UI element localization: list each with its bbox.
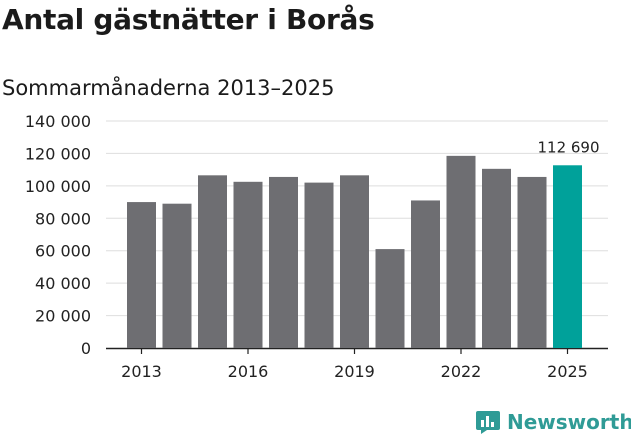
- bars: [127, 155, 582, 348]
- x-tick-label: 2019: [334, 362, 375, 381]
- chart-subtitle: Sommarmånaderna 2013–2025: [2, 76, 335, 100]
- bar-2019: [340, 175, 369, 348]
- bar-2015: [198, 175, 227, 348]
- y-tick-label: 40 000: [35, 274, 91, 293]
- bar-2013: [127, 202, 156, 348]
- y-tick-label: 0: [81, 339, 91, 358]
- x-tick-label: 2016: [228, 362, 269, 381]
- bar-2024: [517, 176, 547, 348]
- y-tick-label: 80 000: [35, 209, 91, 228]
- bar-2022: [446, 155, 476, 348]
- bar-2025: [553, 165, 582, 348]
- bar-2017: [269, 176, 298, 348]
- y-tick-label: 20 000: [35, 307, 91, 326]
- bar-2014: [162, 203, 192, 348]
- x-tick-label: 2013: [121, 362, 162, 381]
- bar-2018: [304, 182, 334, 348]
- x-tick-label: 2025: [547, 362, 588, 381]
- chart-title: Antal gästnätter i Borås: [2, 3, 375, 36]
- brand-name: Newsworthy: [507, 410, 631, 434]
- bar-2016: [233, 181, 263, 348]
- brand-logo: Newsworthy: [475, 405, 631, 439]
- bar-chart: 0 20 000 40 000 60 000 80 000 100 000 120 000 1…: [25, 112, 608, 381]
- y-tick-label: 100 000: [25, 177, 91, 196]
- tick-labels: 0 20 000 40 000 60 000 80 000 100 000 120 000 1…: [25, 112, 600, 381]
- y-tick-label: 140 000: [25, 112, 91, 131]
- x-tick-label: 2022: [441, 362, 482, 381]
- bar-2020: [375, 249, 405, 348]
- bar-2023: [482, 168, 511, 348]
- data-label: 112 690: [537, 138, 599, 156]
- y-tick-label: 60 000: [35, 242, 91, 261]
- bar-chart-badge-icon: [476, 411, 500, 434]
- y-tick-label: 120 000: [25, 144, 91, 163]
- bar-2021: [411, 200, 440, 348]
